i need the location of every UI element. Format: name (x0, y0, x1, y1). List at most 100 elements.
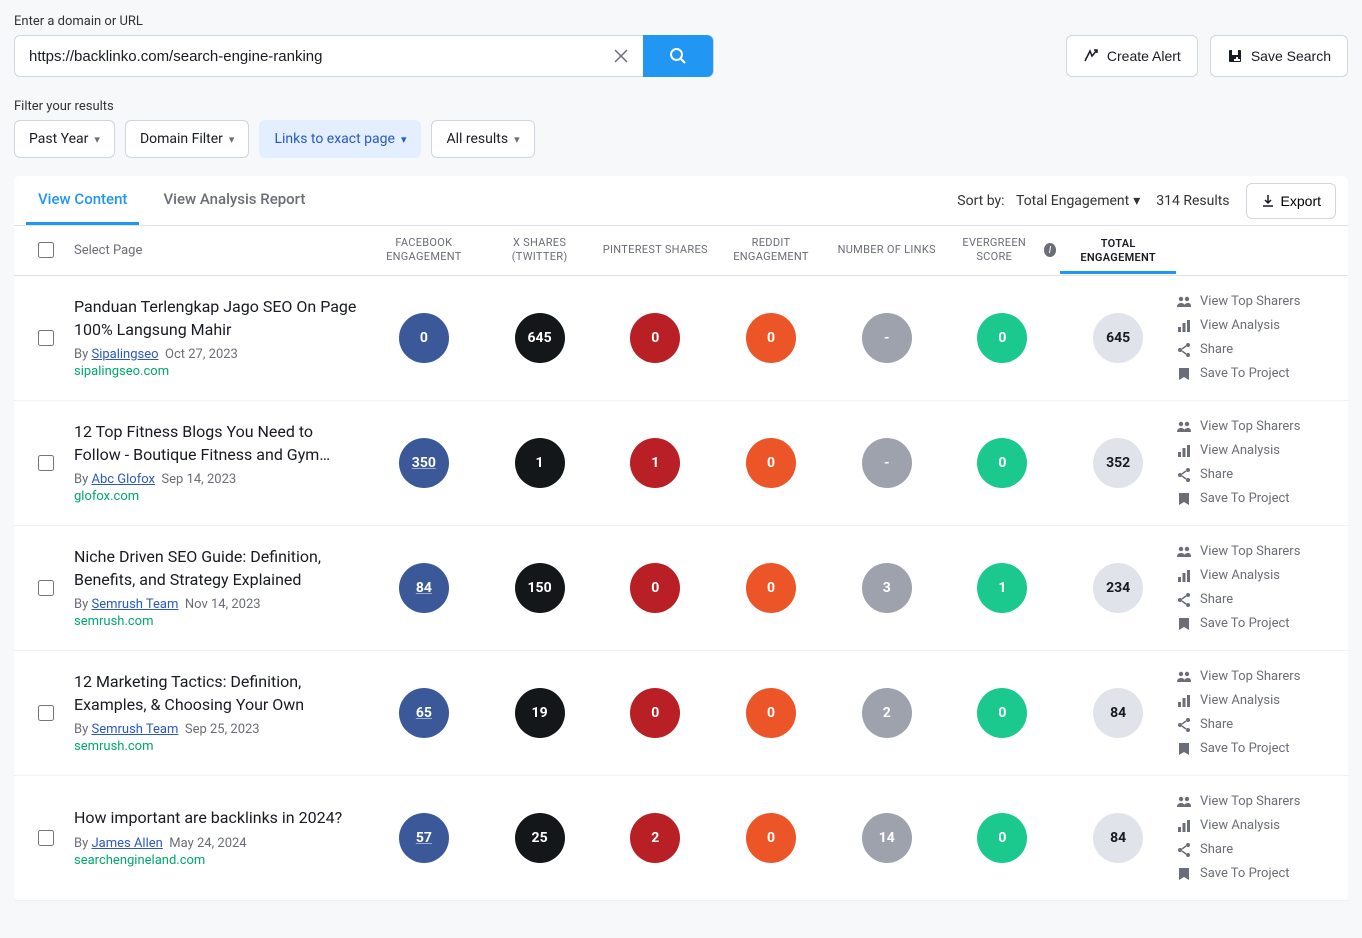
action-share[interactable]: Share (1176, 715, 1336, 735)
filter-chip-3[interactable]: All results▾ (431, 120, 534, 158)
total-bubble[interactable]: 84 (1093, 813, 1143, 863)
row-domain-label: sipalingseo.com (74, 364, 358, 379)
action-share[interactable]: Share (1176, 340, 1336, 360)
action-saveToProject[interactable]: Save To Project (1176, 739, 1336, 759)
row-meta: By Sipalingseo Oct 27, 2023 (74, 347, 358, 362)
filter-label: All results (446, 131, 508, 147)
col-header-facebook[interactable]: FACEBOOK ENGAGEMENT (366, 236, 482, 265)
row-checkbox[interactable] (38, 455, 54, 471)
select-all-checkbox[interactable] (38, 242, 54, 258)
action-viewAnalysis[interactable]: View Analysis (1176, 691, 1336, 711)
filter-chip-2[interactable]: Links to exact page▾ (259, 120, 421, 158)
create-alert-button[interactable]: Create Alert (1066, 35, 1198, 77)
evergreen-bubble[interactable]: 0 (977, 313, 1027, 363)
tab-view-analysis-report[interactable]: View Analysis Report (151, 176, 317, 225)
pinterest-bubble[interactable]: 0 (630, 313, 680, 363)
action-viewTopSharers[interactable]: View Top Sharers (1176, 667, 1336, 687)
total-bubble[interactable]: 234 (1093, 563, 1143, 613)
links-bubble[interactable]: 14 (862, 813, 912, 863)
author-link[interactable]: Semrush Team (91, 597, 178, 612)
viewTopSharers-icon (1176, 419, 1192, 435)
action-saveToProject[interactable]: Save To Project (1176, 364, 1336, 384)
facebook-bubble[interactable]: 84 (399, 563, 449, 613)
facebook-bubble[interactable]: 57 (399, 813, 449, 863)
info-icon[interactable]: i (1044, 243, 1056, 257)
twitter-bubble[interactable]: 19 (515, 688, 565, 738)
reddit-bubble[interactable]: 0 (746, 438, 796, 488)
reddit-bubble[interactable]: 0 (746, 813, 796, 863)
reddit-bubble[interactable]: 0 (746, 563, 796, 613)
row-title-link[interactable]: Panduan Terlengkap Jago SEO On Page 100%… (74, 296, 358, 341)
filter-chip-0[interactable]: Past Year▾ (14, 120, 115, 158)
action-viewTopSharers[interactable]: View Top Sharers (1176, 292, 1336, 312)
twitter-bubble[interactable]: 645 (515, 313, 565, 363)
evergreen-bubble[interactable]: 1 (977, 563, 1027, 613)
action-viewTopSharers[interactable]: View Top Sharers (1176, 417, 1336, 437)
action-viewAnalysis[interactable]: View Analysis (1176, 316, 1336, 336)
action-viewAnalysis[interactable]: View Analysis (1176, 816, 1336, 836)
links-bubble[interactable]: 2 (862, 688, 912, 738)
links-bubble[interactable]: - (862, 313, 912, 363)
evergreen-bubble[interactable]: 0 (977, 438, 1027, 488)
col-header-evergreen[interactable]: EVERGREEN SCORE i (945, 236, 1061, 265)
total-bubble[interactable]: 352 (1093, 438, 1143, 488)
total-bubble[interactable]: 645 (1093, 313, 1143, 363)
facebook-bubble[interactable]: 350 (399, 438, 449, 488)
author-link[interactable]: Semrush Team (91, 722, 178, 737)
sort-by-dropdown[interactable]: Sort by: Total Engagement ▾ (957, 193, 1140, 209)
save-search-button[interactable]: Save Search (1210, 35, 1348, 77)
row-checkbox[interactable] (38, 330, 54, 346)
author-link[interactable]: Sipalingseo (91, 347, 158, 362)
action-viewAnalysis[interactable]: View Analysis (1176, 566, 1336, 586)
row-checkbox[interactable] (38, 705, 54, 721)
action-share[interactable]: Share (1176, 590, 1336, 610)
pinterest-bubble[interactable]: 0 (630, 688, 680, 738)
twitter-bubble[interactable]: 25 (515, 813, 565, 863)
row-title-link[interactable]: How important are backlinks in 2024? (74, 807, 358, 829)
filter-label: Links to exact page (274, 131, 395, 147)
twitter-bubble[interactable]: 150 (515, 563, 565, 613)
row-title-link[interactable]: 12 Top Fitness Blogs You Need to Follow … (74, 421, 358, 466)
action-saveToProject[interactable]: Save To Project (1176, 864, 1336, 884)
pinterest-bubble[interactable]: 2 (630, 813, 680, 863)
col-header-links[interactable]: NUMBER OF LINKS (829, 243, 945, 257)
links-bubble[interactable]: 3 (862, 563, 912, 613)
tab-view-content[interactable]: View Content (26, 176, 139, 225)
filter-chip-1[interactable]: Domain Filter▾ (125, 120, 250, 158)
pinterest-bubble[interactable]: 1 (630, 438, 680, 488)
facebook-bubble[interactable]: 65 (399, 688, 449, 738)
viewTopSharers-icon (1176, 794, 1192, 810)
search-input[interactable] (15, 48, 603, 65)
action-share[interactable]: Share (1176, 840, 1336, 860)
row-title-link[interactable]: 12 Marketing Tactics: Definition, Exampl… (74, 671, 358, 716)
export-button[interactable]: Export (1246, 183, 1336, 219)
col-header-reddit[interactable]: REDDIT ENGAGEMENT (713, 236, 829, 265)
evergreen-bubble[interactable]: 0 (977, 688, 1027, 738)
facebook-bubble[interactable]: 0 (399, 313, 449, 363)
col-header-total[interactable]: TOTAL ENGAGEMENT (1060, 237, 1176, 275)
links-bubble[interactable]: - (862, 438, 912, 488)
col-header-twitter[interactable]: X SHARES (TWITTER) (482, 236, 598, 265)
viewAnalysis-icon (1176, 693, 1192, 709)
action-saveToProject[interactable]: Save To Project (1176, 489, 1336, 509)
total-bubble[interactable]: 84 (1093, 688, 1143, 738)
row-domain-label: semrush.com (74, 739, 358, 754)
reddit-bubble[interactable]: 0 (746, 313, 796, 363)
action-viewTopSharers[interactable]: View Top Sharers (1176, 792, 1336, 812)
col-header-pinterest[interactable]: PINTEREST SHARES (597, 243, 713, 257)
reddit-bubble[interactable]: 0 (746, 688, 796, 738)
search-button[interactable] (643, 35, 713, 77)
pinterest-bubble[interactable]: 0 (630, 563, 680, 613)
action-share[interactable]: Share (1176, 465, 1336, 485)
evergreen-bubble[interactable]: 0 (977, 813, 1027, 863)
clear-icon[interactable] (603, 38, 639, 74)
twitter-bubble[interactable]: 1 (515, 438, 565, 488)
row-checkbox[interactable] (38, 830, 54, 846)
action-saveToProject[interactable]: Save To Project (1176, 614, 1336, 634)
author-link[interactable]: James Allen (91, 836, 162, 851)
action-viewTopSharers[interactable]: View Top Sharers (1176, 542, 1336, 562)
row-title-link[interactable]: Niche Driven SEO Guide: Definition, Bene… (74, 546, 358, 591)
action-viewAnalysis[interactable]: View Analysis (1176, 441, 1336, 461)
row-checkbox[interactable] (38, 580, 54, 596)
author-link[interactable]: Abc Glofox (91, 472, 155, 487)
